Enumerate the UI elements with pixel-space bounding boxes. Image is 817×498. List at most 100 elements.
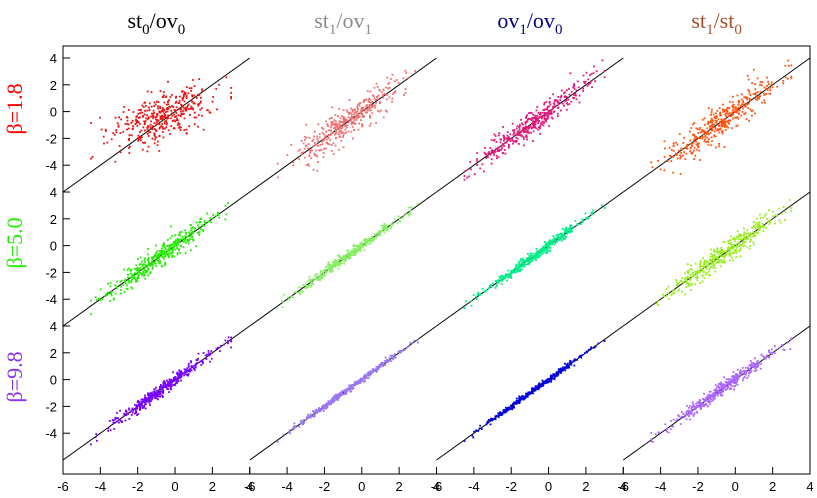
data-point	[111, 419, 114, 421]
data-point	[134, 409, 137, 411]
data-point	[714, 119, 717, 122]
data-point	[188, 87, 191, 90]
data-point	[127, 413, 130, 415]
data-point	[672, 289, 675, 292]
data-point	[740, 371, 742, 374]
data-point	[310, 279, 312, 282]
data-point	[334, 259, 336, 261]
data-point	[325, 402, 328, 405]
data-point	[355, 248, 358, 251]
x-tick-label: 4	[433, 479, 440, 494]
data-point	[511, 270, 514, 272]
data-point	[151, 398, 153, 401]
data-point	[334, 144, 337, 147]
data-point	[369, 90, 372, 93]
data-point	[149, 123, 152, 126]
data-point	[701, 137, 704, 140]
data-point	[167, 129, 170, 132]
data-point	[315, 276, 318, 279]
data-point	[345, 391, 348, 393]
data-point	[695, 276, 698, 279]
data-point	[726, 110, 729, 113]
data-point	[529, 261, 532, 264]
data-point	[375, 371, 378, 373]
data-point	[390, 226, 393, 229]
data-point	[137, 275, 140, 278]
data-point	[498, 414, 500, 417]
data-point	[137, 399, 139, 402]
data-point	[698, 401, 701, 404]
data-point	[597, 342, 600, 345]
data-point	[388, 359, 391, 362]
data-point	[176, 237, 179, 240]
data-point	[119, 132, 122, 134]
data-point	[694, 283, 697, 286]
data-point	[128, 407, 130, 410]
data-point	[723, 256, 726, 259]
data-point	[161, 118, 164, 120]
data-point	[546, 244, 548, 247]
data-point	[90, 443, 92, 446]
data-point	[475, 429, 477, 432]
data-point	[195, 363, 197, 366]
data-point	[345, 119, 348, 122]
data-point	[715, 250, 718, 253]
data-point	[748, 97, 751, 100]
data-point	[696, 142, 699, 145]
data-point	[385, 109, 387, 112]
data-point	[537, 256, 540, 259]
data-point	[574, 92, 577, 95]
data-point	[135, 264, 138, 267]
data-point	[364, 375, 367, 378]
data-point	[732, 385, 735, 388]
data-point	[305, 164, 308, 167]
data-point	[196, 231, 199, 234]
data-point	[685, 411, 688, 414]
data-point	[514, 140, 517, 142]
data-point	[315, 149, 317, 152]
data-point	[690, 410, 693, 413]
data-point	[489, 154, 492, 156]
data-point	[527, 393, 530, 396]
data-point	[601, 59, 604, 62]
data-point	[686, 147, 689, 150]
data-point	[158, 253, 161, 256]
data-point	[146, 253, 149, 256]
data-point	[536, 114, 539, 117]
data-point	[761, 81, 764, 84]
data-point	[727, 240, 730, 242]
data-point	[334, 261, 336, 264]
data-point	[650, 440, 653, 443]
data-point	[316, 273, 319, 276]
data-point	[155, 255, 158, 257]
data-point	[303, 421, 306, 424]
data-point	[325, 120, 327, 123]
data-point	[532, 121, 535, 124]
data-point	[672, 292, 675, 295]
data-point	[526, 114, 528, 117]
data-point	[564, 91, 566, 94]
data-point	[530, 126, 533, 129]
data-point	[314, 409, 317, 412]
data-point	[190, 365, 193, 367]
data-point	[328, 143, 331, 146]
data-point	[582, 74, 585, 77]
data-point	[710, 262, 713, 265]
data-point	[398, 217, 401, 219]
data-point	[322, 152, 325, 154]
data-point	[569, 360, 571, 362]
data-point	[198, 103, 201, 105]
data-point	[195, 221, 198, 224]
data-point	[168, 250, 171, 252]
data-point	[688, 406, 690, 409]
data-point	[346, 249, 348, 252]
data-point	[692, 403, 695, 405]
data-point	[306, 413, 309, 416]
data-point	[133, 274, 135, 277]
data-point	[170, 109, 173, 112]
data-point	[190, 105, 193, 108]
data-point	[154, 116, 156, 119]
data-point	[534, 385, 537, 388]
data-point	[576, 359, 578, 361]
data-point	[782, 206, 785, 208]
